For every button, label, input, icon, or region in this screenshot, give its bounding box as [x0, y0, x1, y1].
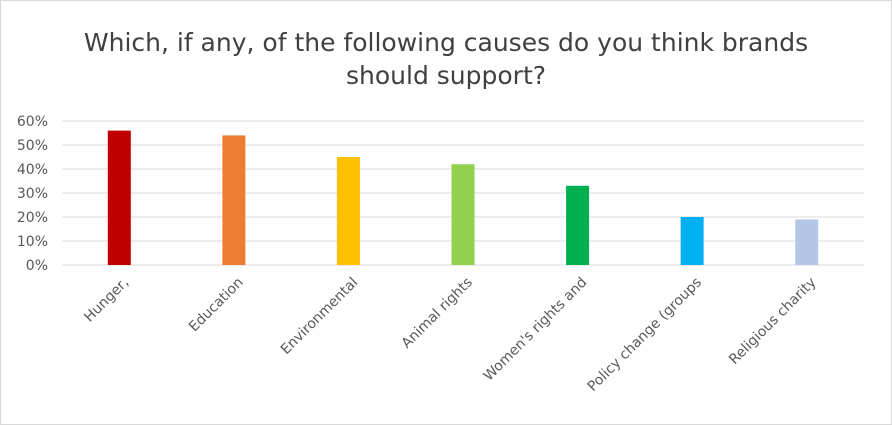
- bar-0: [107, 130, 131, 265]
- y-tick-label: 30%: [17, 186, 48, 202]
- y-tick-label: 20%: [17, 210, 48, 226]
- x-category-label: Women's rights and: [481, 275, 591, 385]
- x-axis: Hunger, Education Environmental Animal righ…: [81, 275, 819, 395]
- bar-6: [795, 219, 819, 265]
- bar-4: [566, 185, 590, 265]
- y-tick-label: 10%: [17, 234, 48, 250]
- x-category-label: Animal rights: [399, 275, 476, 352]
- y-tick-label: 60%: [17, 114, 48, 130]
- y-tick-label: 50%: [17, 138, 48, 154]
- bar-2: [336, 157, 360, 265]
- x-category-label: Hunger,: [81, 275, 132, 326]
- y-tick-label: 40%: [17, 162, 48, 178]
- x-category-label: Policy change (groups: [585, 275, 705, 395]
- x-category-label: Environmental: [278, 275, 361, 358]
- chart-title-line-1: Which, if any, of the following causes d…: [83, 28, 809, 57]
- y-tick-label: 0%: [26, 258, 48, 274]
- bar-3: [451, 164, 475, 265]
- chart-title-line-2: should support?: [345, 61, 547, 90]
- bar-5: [680, 217, 704, 265]
- x-category-label: Education: [186, 275, 247, 336]
- x-category-label: Religious charity: [726, 275, 819, 368]
- bar-1: [222, 135, 246, 265]
- bars: [107, 130, 819, 265]
- y-axis: 0% 10% 20% 30% 40% 50% 60%: [17, 114, 48, 274]
- chart-title: Which, if any, of the following causes d…: [0, 26, 892, 92]
